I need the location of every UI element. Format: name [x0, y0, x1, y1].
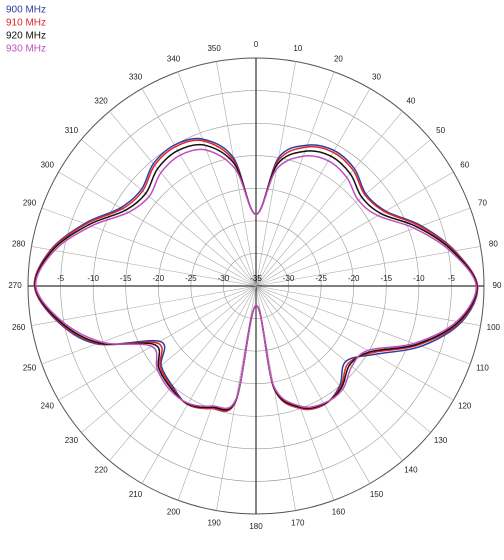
grid-spoke	[177, 285, 257, 501]
grid-spoke	[255, 285, 471, 365]
grid-spoke	[255, 285, 481, 326]
angle-label: 310	[65, 126, 79, 135]
grid-spoke	[216, 61, 257, 287]
grid-spoke	[109, 285, 257, 461]
angle-label: 80	[489, 239, 498, 248]
angle-label: 290	[23, 199, 37, 208]
grid-spoke	[41, 207, 257, 287]
legend-entry: 910 MHz	[6, 18, 46, 29]
radial-label: -10	[87, 274, 99, 283]
radial-label: -5	[57, 274, 65, 283]
radial-label: -25	[185, 274, 197, 283]
grid-spoke	[81, 139, 257, 287]
angle-label: 320	[94, 96, 108, 105]
angle-label: 120	[458, 402, 472, 411]
angle-label: 210	[129, 490, 143, 499]
grid-spoke	[255, 139, 431, 287]
lines	[33, 137, 479, 412]
grid-spoke	[41, 285, 257, 365]
angle-label: 180	[249, 522, 263, 531]
angle-label: 250	[23, 364, 37, 373]
angle-label: 240	[41, 402, 55, 411]
angle-label: 70	[478, 199, 487, 208]
angle-label: 170	[291, 518, 305, 527]
radial-label: -15	[381, 274, 393, 283]
legend: 900 MHz 910 MHz 920 MHz 930 MHz	[6, 5, 46, 55]
angle-label: 10	[293, 44, 302, 53]
radial-label: -20	[153, 274, 165, 283]
grid-spoke	[255, 285, 371, 484]
radial-label: -5	[448, 274, 456, 283]
angle-label: 60	[460, 161, 469, 170]
angle-label: 50	[436, 126, 445, 135]
angle-label: 90	[493, 281, 502, 290]
angle-label: 20	[334, 55, 343, 64]
angle-label: 230	[65, 436, 79, 445]
grid-spoke	[255, 111, 403, 287]
angle-label: 190	[207, 518, 221, 527]
grid: 0 10 20 30 40 50 60 70 80 90 100 110 120 130 140 150 160…	[8, 40, 502, 531]
angle-label: 340	[167, 55, 181, 64]
grid-spoke	[255, 285, 403, 461]
angle-label: 40	[406, 96, 415, 105]
grid-spoke	[255, 285, 335, 501]
grid-spoke	[109, 111, 257, 287]
grid-spoke	[81, 285, 257, 433]
grid-spoke	[141, 88, 257, 287]
legend-entry: 920 MHz	[6, 31, 46, 42]
angle-label: 100	[487, 323, 501, 332]
radial-label: -35	[250, 274, 262, 283]
grid-spoke	[58, 171, 257, 287]
grid-spoke	[255, 207, 471, 287]
grid-spoke	[255, 285, 431, 433]
grid-spoke	[255, 71, 335, 287]
grid-spoke	[255, 171, 454, 287]
angle-label: 30	[372, 72, 381, 81]
angle-label: 150	[370, 490, 384, 499]
angle-label: 220	[94, 466, 108, 475]
angle-label: 350	[207, 44, 221, 53]
radial-label: -15	[120, 274, 132, 283]
angle-label: 260	[12, 323, 26, 332]
grid-spoke	[141, 285, 257, 484]
grid-spoke	[255, 88, 371, 287]
grid-spoke	[31, 246, 257, 287]
radial-label: -10	[413, 274, 425, 283]
angle-label: 300	[41, 161, 55, 170]
radial-label: -30	[283, 274, 295, 283]
grid-spoke	[255, 61, 296, 287]
angle-label: 270	[8, 281, 22, 290]
angle-label: 140	[404, 466, 418, 475]
angle-label: 110	[476, 364, 489, 373]
grid-spoke	[177, 71, 257, 287]
angle-label: 280	[12, 239, 26, 248]
legend-entry: 930 MHz	[6, 44, 46, 55]
pattern-line	[35, 148, 477, 410]
angle-label: 200	[167, 508, 181, 517]
grid-spoke	[255, 285, 454, 401]
legend-entry: 900 MHz	[6, 5, 46, 16]
grid-spoke	[31, 285, 257, 326]
radial-label: -20	[348, 274, 360, 283]
angle-label: 130	[434, 436, 448, 445]
radial-label: -30	[218, 274, 230, 283]
angle-label: 0	[254, 40, 259, 49]
angle-label: 330	[129, 72, 143, 81]
radial-label: -35	[250, 274, 262, 283]
angle-label: 160	[332, 508, 346, 517]
radial-label: -25	[315, 274, 327, 283]
grid-spoke	[255, 246, 481, 287]
